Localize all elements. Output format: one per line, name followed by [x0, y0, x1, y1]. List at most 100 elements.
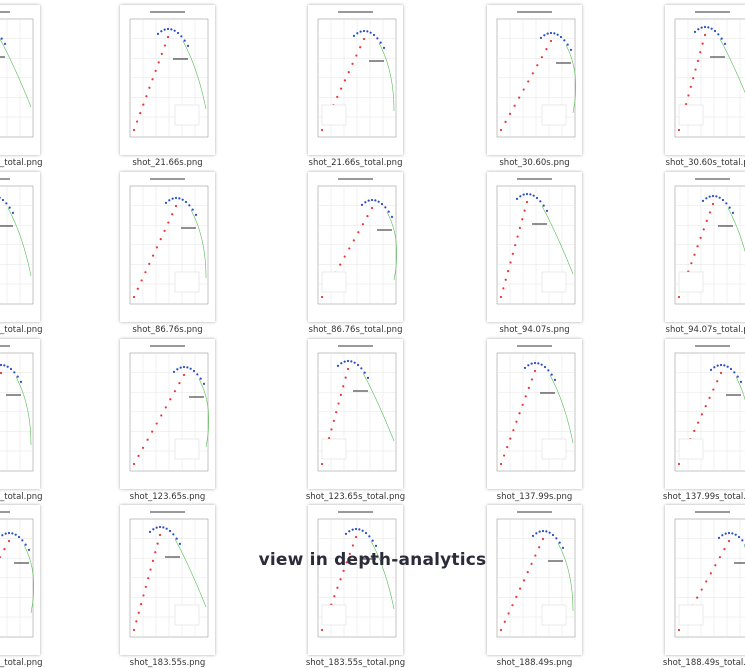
- thumbnail-plot: [0, 505, 40, 655]
- red-point: [159, 534, 161, 536]
- file-tile[interactable]: shot_86.76s_total.png: [308, 172, 403, 334]
- blue-point: [721, 534, 723, 536]
- file-tile[interactable]: shot_86.76s.png: [120, 172, 215, 334]
- blue-point: [352, 529, 354, 531]
- red-point: [502, 287, 504, 289]
- blue-point: [157, 33, 159, 35]
- red-point: [528, 387, 530, 389]
- plot-title: [150, 511, 185, 513]
- blue-point: [3, 364, 5, 366]
- file-tile[interactable]: _total.png: [0, 339, 40, 501]
- file-name: _total.png: [0, 325, 60, 335]
- red-point: [335, 411, 337, 413]
- legend: [175, 272, 199, 292]
- red-point: [541, 56, 543, 58]
- red-point: [678, 296, 680, 298]
- red-point: [515, 596, 517, 598]
- plot-title: [0, 11, 10, 13]
- blue-point: [361, 204, 363, 206]
- blue-point: [176, 538, 178, 540]
- blue-point: [391, 216, 393, 218]
- blue-point: [11, 532, 13, 534]
- red-point: [712, 388, 714, 390]
- plot-title: [0, 345, 10, 347]
- red-point: [526, 201, 528, 203]
- file-tile[interactable]: shot_94.07s_total.png: [665, 172, 745, 334]
- blue-point: [348, 530, 350, 532]
- red-point: [692, 77, 694, 79]
- blue-point: [519, 195, 521, 197]
- file-tile[interactable]: shot_30.60s.png: [487, 5, 582, 167]
- blue-point: [190, 368, 192, 370]
- red-point: [158, 61, 160, 63]
- plot-title: [338, 178, 373, 180]
- red-point: [509, 438, 511, 440]
- file-tile[interactable]: shot_137.99s_total.png: [665, 339, 745, 501]
- blue-point: [532, 535, 534, 537]
- blue-point: [196, 373, 198, 375]
- blue-point: [555, 537, 557, 539]
- red-point: [144, 271, 146, 273]
- file-tile[interactable]: shot_188.49s_total.png: [665, 505, 745, 667]
- blue-point: [712, 195, 714, 197]
- thumbnail: [0, 172, 40, 322]
- file-tile[interactable]: shot_21.66s_total.png: [308, 5, 403, 167]
- file-tile[interactable]: shot_30.60s_total.png: [665, 5, 745, 167]
- red-point: [321, 129, 323, 131]
- blue-point: [160, 30, 162, 32]
- blue-point: [559, 542, 561, 544]
- blue-point: [523, 194, 525, 196]
- file-tile[interactable]: shot_123.65s.png: [120, 339, 215, 501]
- blue-point: [168, 199, 170, 201]
- file-tile[interactable]: _total.png: [0, 172, 40, 334]
- red-point: [518, 97, 520, 99]
- file-tile[interactable]: shot_137.99s.png: [487, 339, 582, 501]
- red-point: [703, 228, 705, 230]
- blue-point: [534, 362, 536, 364]
- legend: [679, 105, 703, 125]
- plot-title: [695, 511, 730, 513]
- blue-point: [546, 210, 548, 212]
- file-tile[interactable]: shot_188.49s.png: [487, 505, 582, 667]
- red-point: [148, 263, 150, 265]
- blue-point: [365, 532, 367, 534]
- blue-point: [524, 367, 526, 369]
- file-name: shot_123.65s_total.png: [258, 492, 453, 502]
- legend: [322, 105, 346, 125]
- file-tile[interactable]: _total.png: [0, 5, 40, 167]
- red-point: [728, 540, 730, 542]
- red-point: [141, 279, 143, 281]
- file-tile[interactable]: shot_94.07s.png: [487, 172, 582, 334]
- blue-point: [697, 28, 699, 30]
- legend: [175, 605, 199, 625]
- red-point: [508, 612, 510, 614]
- red-point: [148, 87, 150, 89]
- file-name: shot_137.99s.png: [437, 492, 632, 502]
- file-tile[interactable]: shot_123.65s_total.png: [308, 339, 403, 501]
- file-tile[interactable]: shot_183.55s.png: [120, 505, 215, 667]
- blue-point: [721, 38, 723, 40]
- file-tile[interactable]: shot_21.66s.png: [120, 5, 215, 167]
- file-name: shot_30.60s.png: [437, 158, 632, 168]
- thumbnail: [487, 505, 582, 655]
- blue-point: [172, 198, 174, 200]
- red-point: [344, 255, 346, 257]
- file-tile[interactable]: shot_183.55s_total.png: [308, 505, 403, 667]
- blue-point: [170, 28, 172, 30]
- red-point: [500, 129, 502, 131]
- thumbnail-plot: [665, 5, 745, 155]
- thumbnail: [487, 5, 582, 155]
- file-name: shot_188.49s.png: [437, 658, 632, 668]
- red-point: [147, 439, 149, 441]
- red-point: [538, 546, 540, 548]
- red-point: [708, 397, 710, 399]
- file-tile[interactable]: _total.png: [0, 505, 40, 667]
- red-point: [500, 463, 502, 465]
- legend: [175, 439, 199, 459]
- file-name: shot_183.55s_total.png: [258, 658, 453, 668]
- plot-title: [695, 178, 730, 180]
- blue-point: [702, 200, 704, 202]
- blue-point: [374, 199, 376, 201]
- blue-point: [378, 201, 380, 203]
- blue-point: [707, 26, 709, 28]
